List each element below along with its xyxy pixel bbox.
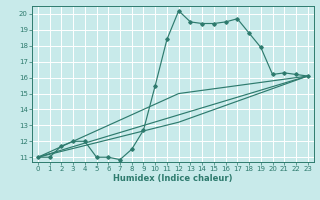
X-axis label: Humidex (Indice chaleur): Humidex (Indice chaleur) [113,174,233,183]
